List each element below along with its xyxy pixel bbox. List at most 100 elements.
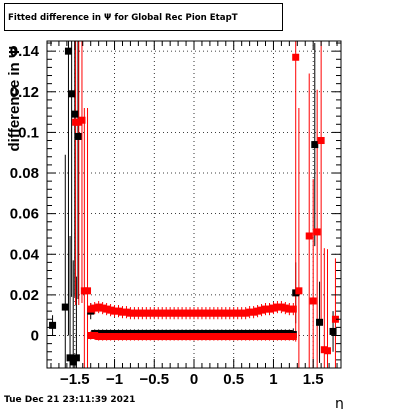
data-point-red — [126, 309, 134, 317]
data-point-red — [103, 305, 111, 313]
data-point-red — [166, 333, 174, 341]
data-point-red — [146, 309, 154, 317]
data-point-red — [250, 333, 258, 341]
data-point-red — [115, 333, 123, 341]
data-point-red — [238, 333, 246, 341]
data-point-red — [91, 332, 99, 340]
data-point-red — [202, 333, 210, 341]
data-point-red — [186, 309, 194, 317]
data-point-red — [170, 309, 178, 317]
y-axis-title: difference in Ψ — [6, 46, 23, 152]
data-point-red — [226, 309, 234, 317]
x-tick-label: 0 — [190, 371, 198, 388]
x-tick-label: 1.5 — [303, 371, 324, 388]
markers — [49, 47, 339, 366]
x-tick-label: −1.5 — [60, 371, 90, 388]
y-tick-label: 0 — [31, 328, 39, 345]
data-point-red — [130, 309, 138, 317]
data-point-red — [258, 306, 266, 314]
data-point-red — [269, 333, 277, 341]
data-point-red — [142, 333, 150, 341]
data-point-red — [78, 116, 86, 124]
data-point-red — [277, 303, 285, 311]
data-point-black — [71, 110, 79, 118]
data-point-red — [142, 309, 150, 317]
data-point-red — [331, 315, 339, 323]
data-point-red — [250, 308, 258, 316]
data-point-red — [126, 333, 134, 341]
data-point-red — [190, 309, 198, 317]
data-point-red — [99, 304, 107, 312]
data-point-red — [190, 333, 198, 341]
x-tick-label: 1 — [269, 371, 277, 388]
data-point-red — [138, 309, 146, 317]
data-point-red — [309, 297, 317, 305]
data-point-red — [186, 333, 194, 341]
data-point-red — [254, 307, 262, 315]
data-point-red — [99, 333, 107, 341]
data-point-red — [206, 333, 214, 341]
data-point-red — [202, 309, 210, 317]
data-point-red — [178, 333, 186, 341]
data-point-black — [329, 327, 337, 335]
data-point-red — [87, 305, 95, 313]
data-point-red — [166, 309, 174, 317]
timestamp: Tue Dec 21 23:11:39 2021 — [4, 395, 136, 405]
data-point-red — [262, 333, 270, 341]
data-point-black — [49, 321, 57, 329]
data-point-red — [273, 303, 281, 311]
data-point-red — [230, 333, 238, 341]
data-point-red — [178, 309, 186, 317]
data-point-red — [115, 307, 123, 315]
data-point-red — [222, 309, 230, 317]
data-point-black — [74, 132, 82, 140]
data-point-red — [210, 309, 218, 317]
data-point-red — [292, 53, 300, 61]
data-point-red — [214, 309, 222, 317]
data-point-red — [194, 309, 202, 317]
data-point-red — [238, 309, 246, 317]
data-point-red — [254, 333, 262, 341]
data-point-red — [174, 309, 182, 317]
data-point-red — [107, 306, 115, 314]
data-point-red — [265, 333, 273, 341]
y-tick-label: 0.1 — [18, 124, 39, 141]
data-point-red — [162, 333, 170, 341]
x-axis-title: η — [335, 396, 344, 409]
data-point-red — [150, 309, 158, 317]
x-tick-label: 0.5 — [223, 371, 244, 388]
data-point-red — [122, 308, 130, 316]
data-point-red — [226, 333, 234, 341]
data-point-red — [194, 333, 202, 341]
data-point-red — [262, 305, 270, 313]
data-point-red — [214, 333, 222, 341]
data-point-red — [242, 333, 250, 341]
data-point-red — [246, 333, 254, 341]
data-point-red — [258, 333, 266, 341]
data-point-red — [289, 305, 297, 313]
data-point-red — [138, 333, 146, 341]
data-point-red — [158, 333, 166, 341]
data-point-red — [234, 309, 242, 317]
data-point-red — [198, 309, 206, 317]
data-point-red — [206, 309, 214, 317]
data-point-red — [281, 304, 289, 312]
data-point-red — [269, 304, 277, 312]
y-tick-label: 0.04 — [10, 246, 40, 263]
data-point-red — [95, 333, 103, 341]
data-point-red — [289, 333, 297, 341]
data-point-red — [218, 309, 226, 317]
data-point-black — [64, 47, 72, 55]
data-point-black — [61, 303, 69, 311]
data-point-red — [158, 309, 166, 317]
y-tick-label: 0.06 — [10, 206, 39, 223]
data-point-red — [154, 333, 162, 341]
data-point-red — [230, 309, 238, 317]
data-point-red — [218, 333, 226, 341]
data-point-red — [134, 309, 142, 317]
data-point-red — [273, 333, 281, 341]
data-point-red — [265, 305, 273, 313]
data-point-red — [234, 333, 242, 341]
data-point-red — [305, 232, 313, 240]
data-point-red — [84, 287, 92, 295]
